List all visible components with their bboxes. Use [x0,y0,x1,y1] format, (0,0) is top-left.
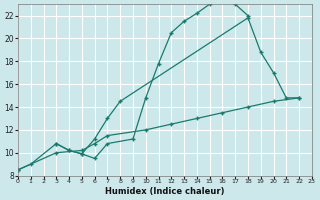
X-axis label: Humidex (Indice chaleur): Humidex (Indice chaleur) [105,187,225,196]
